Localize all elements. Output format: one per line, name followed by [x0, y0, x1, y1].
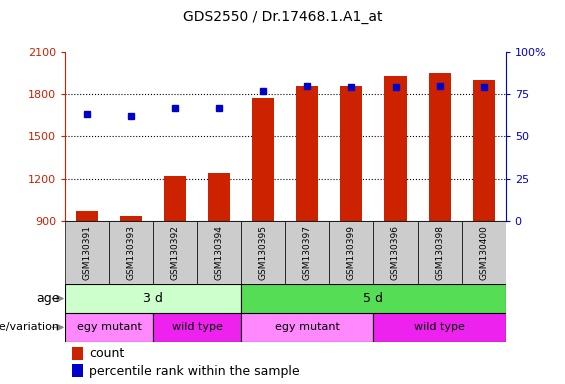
Text: GSM130396: GSM130396	[391, 225, 400, 280]
Bar	[373, 221, 418, 284]
Bar	[384, 76, 406, 221]
Text: genotype/variation: genotype/variation	[0, 322, 59, 333]
Text: 5 d: 5 d	[363, 292, 384, 305]
Bar	[329, 221, 373, 284]
Bar	[197, 221, 241, 284]
Bar	[120, 216, 142, 221]
Bar	[285, 221, 329, 284]
Bar	[72, 347, 82, 360]
Bar	[164, 176, 186, 221]
Text: age: age	[36, 292, 59, 305]
Bar	[153, 221, 197, 284]
Bar	[241, 284, 506, 313]
Bar	[72, 364, 82, 377]
Bar	[241, 313, 373, 342]
Text: GSM130400: GSM130400	[479, 225, 488, 280]
Bar	[65, 284, 241, 313]
Text: GSM130399: GSM130399	[347, 225, 356, 280]
Text: GSM130398: GSM130398	[435, 225, 444, 280]
Text: GSM130395: GSM130395	[259, 225, 268, 280]
Text: wild type: wild type	[414, 322, 465, 333]
Text: percentile rank within the sample: percentile rank within the sample	[89, 364, 300, 377]
Text: GSM130393: GSM130393	[127, 225, 136, 280]
Bar	[241, 221, 285, 284]
Bar	[153, 313, 241, 342]
Bar	[340, 86, 363, 221]
Bar	[296, 86, 318, 221]
Bar	[252, 98, 275, 221]
Text: GDS2550 / Dr.17468.1.A1_at: GDS2550 / Dr.17468.1.A1_at	[182, 10, 383, 23]
Text: GSM130397: GSM130397	[303, 225, 312, 280]
Text: egy mutant: egy mutant	[77, 322, 141, 333]
Text: egy mutant: egy mutant	[275, 322, 340, 333]
Bar	[428, 73, 451, 221]
Bar	[462, 221, 506, 284]
Text: GSM130392: GSM130392	[171, 225, 180, 280]
Bar	[472, 80, 494, 221]
Bar	[208, 173, 231, 221]
Bar	[76, 211, 98, 221]
Text: GSM130394: GSM130394	[215, 225, 224, 280]
Bar	[373, 313, 506, 342]
Text: 3 d: 3 d	[143, 292, 163, 305]
Bar	[65, 221, 109, 284]
Bar	[418, 221, 462, 284]
Text: count: count	[89, 348, 124, 361]
Bar	[109, 221, 153, 284]
Text: wild type: wild type	[172, 322, 223, 333]
Text: GSM130391: GSM130391	[82, 225, 92, 280]
Bar	[65, 313, 153, 342]
